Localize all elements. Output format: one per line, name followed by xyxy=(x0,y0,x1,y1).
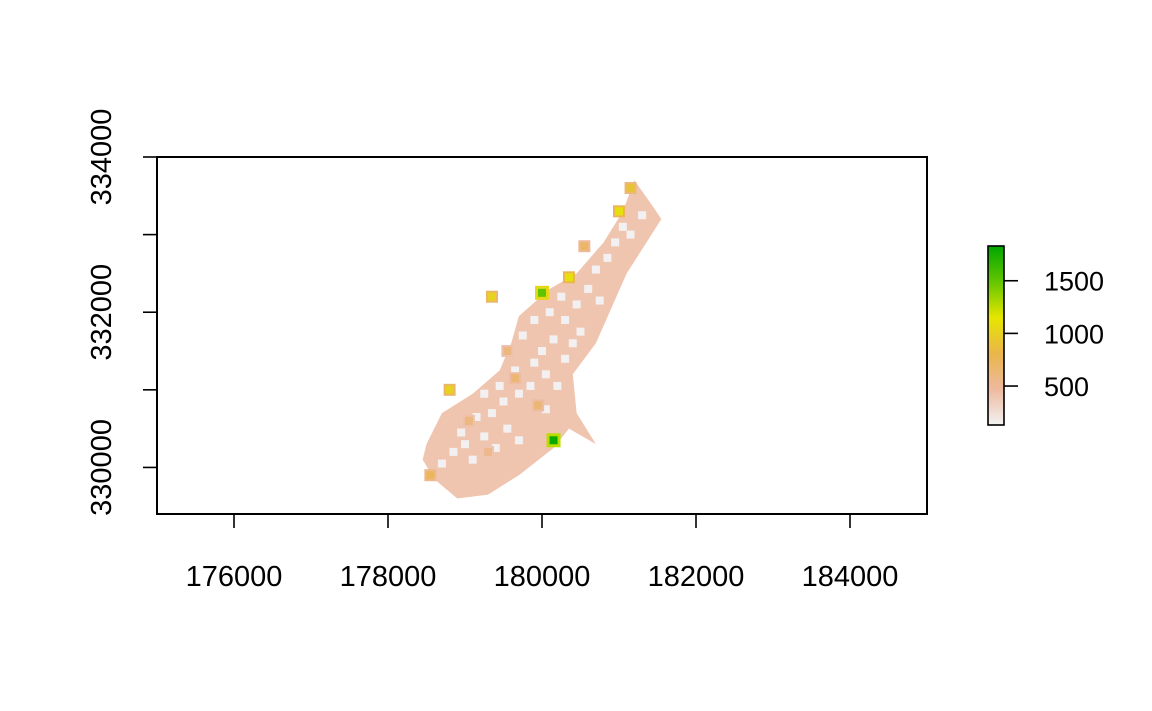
sample-cell xyxy=(480,432,489,441)
sample-cell xyxy=(603,253,612,262)
sample-cell xyxy=(480,389,489,398)
legend-tick-label: 500 xyxy=(1044,372,1089,402)
sample-cell xyxy=(487,409,496,418)
sample-cell xyxy=(611,238,620,247)
hotspot-cell xyxy=(538,288,546,297)
sample-cell xyxy=(595,296,604,305)
sample-cell xyxy=(576,327,585,336)
color-legend: 500 1000 1500 xyxy=(987,245,1104,426)
hotspot-cell xyxy=(549,436,558,445)
hotspot-cell xyxy=(487,292,496,301)
sample-cell xyxy=(491,444,500,453)
sample-cell xyxy=(549,335,558,344)
sample-cell xyxy=(511,366,520,375)
sample-cell xyxy=(572,300,581,309)
sample-cell xyxy=(584,284,593,293)
x-tick-label: 176000 xyxy=(186,561,283,593)
y-tick-label: 332000 xyxy=(86,264,118,361)
sample-cell xyxy=(538,347,546,356)
hotspot-cell xyxy=(445,385,454,394)
legend-tick-label: 1500 xyxy=(1044,267,1104,297)
x-tick-label: 180000 xyxy=(494,561,591,593)
hotspot-cell xyxy=(615,207,623,216)
hotspot-cell xyxy=(503,347,512,356)
sample-cell xyxy=(553,381,562,390)
y-tick-label: 334000 xyxy=(86,109,118,206)
hotspot-cell xyxy=(580,242,589,251)
sample-cell xyxy=(561,354,570,363)
sample-cell xyxy=(461,440,469,449)
sample-cell xyxy=(518,331,527,340)
sample-cell xyxy=(561,315,570,324)
sample-cell xyxy=(437,459,446,468)
sample-cell xyxy=(514,436,523,445)
sample-cell xyxy=(626,230,635,239)
hotspot-cell xyxy=(564,273,573,282)
sample-cell xyxy=(499,397,508,406)
x-axis: 176000 178000 180000 182000 184000 xyxy=(186,514,899,593)
sample-cell xyxy=(530,315,539,324)
hotspot-cell xyxy=(464,416,473,425)
hotspot-cell xyxy=(484,447,493,456)
hotspot-cell xyxy=(626,184,635,193)
sample-cell xyxy=(541,370,550,379)
x-tick-label: 184000 xyxy=(802,561,899,593)
sample-cell xyxy=(618,222,627,231)
x-tick-label: 178000 xyxy=(340,561,437,593)
legend-colorbar xyxy=(987,245,1005,426)
hotspot-cell xyxy=(534,401,543,410)
sample-cell xyxy=(545,308,554,317)
sample-cell xyxy=(495,381,504,390)
y-tick-label: 330000 xyxy=(86,419,118,516)
sample-cell xyxy=(638,211,647,220)
sample-cell xyxy=(468,455,477,464)
x-tick-label: 182000 xyxy=(648,561,745,593)
sample-cell xyxy=(503,424,512,433)
sample-cell xyxy=(530,358,539,367)
sample-cell xyxy=(541,405,550,414)
sample-cell xyxy=(449,447,458,456)
hotspot-cell xyxy=(511,374,520,383)
sample-cell xyxy=(557,292,566,301)
legend-tick-label: 1000 xyxy=(1044,319,1104,349)
sample-cell xyxy=(591,265,600,274)
sample-cell xyxy=(568,339,577,348)
raster-region xyxy=(422,180,662,499)
sample-cell xyxy=(457,428,466,437)
sample-cell xyxy=(514,389,523,398)
hotspot-cell xyxy=(426,471,435,480)
sample-cell xyxy=(526,381,535,390)
sample-cell xyxy=(472,412,481,421)
y-axis: 330000 332000 334000 xyxy=(86,109,157,516)
raster-surface xyxy=(422,180,662,499)
